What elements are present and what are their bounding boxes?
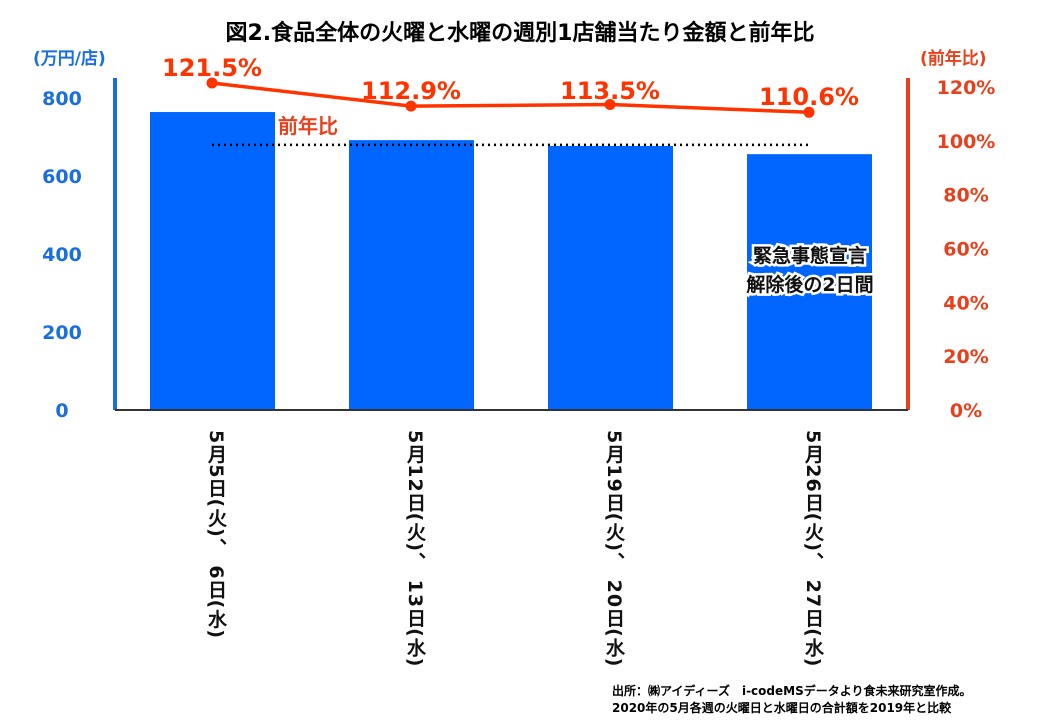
- yoy-point: [206, 77, 218, 89]
- bar: [150, 112, 275, 410]
- y-tick-label: 200: [42, 322, 82, 344]
- x-tick-label: 5月5日(火)、 6日(水): [205, 430, 227, 640]
- footnote-line-2: 2020年の5月各週の火曜日と水曜日の合計額を2019年と比較: [612, 701, 952, 715]
- y-tick-label: 600: [42, 166, 82, 188]
- y2-tick-label: 0%: [950, 400, 982, 422]
- y2-tick-label: 100%: [937, 131, 996, 153]
- series-label: 前年比: [278, 114, 338, 138]
- yoy-data-label: 121.5%: [162, 54, 262, 82]
- yoy-data-label: 113.5%: [560, 77, 660, 105]
- footnote-line-1: 出所：㈱アイディーズ i-codeMSデータより食未来研究室作成。: [612, 684, 972, 698]
- yoy-data-label: 110.6%: [759, 83, 859, 111]
- note-line-2: 解除後の2日間: [746, 273, 873, 296]
- y-tick-label: 400: [42, 244, 82, 266]
- y-tick-label: 0: [55, 400, 68, 422]
- chart-title: 図2.食品全体の火曜と水曜の週別1店舗当たり金額と前年比: [226, 20, 815, 46]
- bar: [349, 140, 474, 410]
- bar: [548, 145, 673, 410]
- yoy-point: [803, 106, 815, 118]
- yoy-data-label: 112.9%: [361, 77, 461, 105]
- note-line-1: 緊急事態宣言: [753, 244, 867, 267]
- yoy-point: [405, 100, 417, 112]
- footnote: 出所：㈱アイディーズ i-codeMSデータより食未来研究室作成。 2020年の…: [612, 683, 972, 717]
- y2-tick-label: 40%: [943, 292, 988, 314]
- y2-axis-label: (前年比): [920, 48, 987, 69]
- bar: [747, 154, 872, 410]
- y2-tick-label: 60%: [943, 239, 988, 261]
- x-tick-label: 5月12日(火)、 13日(水): [404, 430, 426, 668]
- x-tick-label: 5月19日(火)、 20日(水): [603, 430, 625, 668]
- yoy-point: [604, 98, 616, 110]
- y-axis-label: (万円/店): [33, 48, 106, 69]
- x-tick-label: 5月26日(火)、 27日(水): [802, 430, 824, 668]
- yoy-line: [211, 81, 810, 115]
- y2-tick-label: 20%: [943, 346, 988, 368]
- y-tick-label: 800: [42, 88, 82, 110]
- y2-tick-label: 80%: [943, 185, 988, 207]
- y2-tick-label: 120%: [937, 77, 996, 99]
